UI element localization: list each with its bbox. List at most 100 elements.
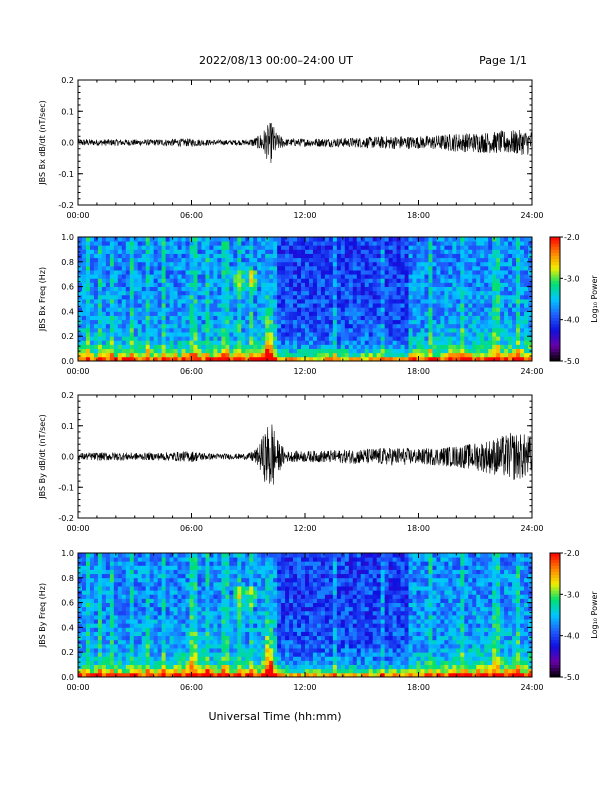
- spectrogram-cell: [102, 258, 106, 263]
- spectrogram-cell: [78, 336, 82, 341]
- spectrogram-cell: [488, 316, 492, 321]
- spectrogram-cell: [118, 258, 122, 263]
- spectrogram-cell: [377, 245, 381, 250]
- spectrogram-cell: [213, 619, 217, 624]
- spectrogram-cell: [118, 311, 122, 316]
- spectrogram-cell: [178, 669, 182, 674]
- spectrogram-cell: [365, 274, 369, 279]
- spectrogram-cell: [126, 636, 130, 641]
- spectrogram-cell: [349, 249, 353, 254]
- spectrogram-cell: [496, 340, 500, 345]
- spectrogram-cell: [289, 245, 293, 250]
- spectrogram-cell: [460, 262, 464, 267]
- spectrogram-cell: [277, 299, 281, 304]
- spectrogram-cell: [186, 353, 190, 358]
- spectrogram-cell: [225, 274, 229, 279]
- spectrogram-cell: [237, 340, 241, 345]
- spectrogram-cell: [106, 603, 110, 608]
- spectrogram-cell: [341, 274, 345, 279]
- spectrogram-cell: [265, 291, 269, 296]
- spectrogram-cell: [118, 332, 122, 337]
- spectrogram-cell: [146, 336, 150, 341]
- spectrogram-cell: [130, 619, 134, 624]
- spectrogram-cell: [329, 282, 333, 287]
- spectrogram-cell: [357, 344, 361, 349]
- spectrogram-cell: [162, 324, 166, 329]
- spectrogram-cell: [82, 603, 86, 608]
- spectrogram-cell: [405, 324, 409, 329]
- spectrogram-cell: [468, 324, 472, 329]
- spectrogram-cell: [361, 316, 365, 321]
- spectrogram-cell: [114, 574, 118, 579]
- spectrogram-cell: [174, 623, 178, 628]
- spectrogram-cell: [297, 266, 301, 271]
- spectrogram-cell: [118, 557, 122, 562]
- spectrogram-cell: [158, 644, 162, 649]
- spectrogram-cell: [488, 254, 492, 259]
- spectrogram-cell: [265, 299, 269, 304]
- spectrogram-cell: [361, 249, 365, 254]
- spectrogram-cell: [389, 241, 393, 246]
- spectrogram-cell: [201, 553, 205, 558]
- spectrogram-cell: [349, 266, 353, 271]
- spectrogram-cell: [405, 295, 409, 300]
- spectrogram-cell: [170, 340, 174, 345]
- spectrogram-cell: [217, 594, 221, 599]
- spectrogram-cell: [237, 349, 241, 354]
- spectrogram-cell: [221, 578, 225, 583]
- spectrogram-cell: [444, 311, 448, 316]
- spectrogram-cell: [305, 299, 309, 304]
- spectrogram-cell: [520, 320, 524, 325]
- spectrogram-cell: [170, 316, 174, 321]
- spectrogram-cell: [225, 656, 229, 661]
- spectrogram-cell: [166, 344, 170, 349]
- spectrogram-cell: [114, 644, 118, 649]
- spectrogram-cell: [277, 287, 281, 292]
- spectrogram-cell: [158, 598, 162, 603]
- spectrogram-cell: [197, 561, 201, 566]
- y-tick-label: 0.4: [61, 307, 74, 316]
- spectrogram-cell: [460, 303, 464, 308]
- spectrogram-cell: [436, 324, 440, 329]
- spectrogram-cell: [146, 598, 150, 603]
- spectrogram-cell: [182, 344, 186, 349]
- spectrogram-cell: [440, 303, 444, 308]
- spectrogram-cell: [162, 590, 166, 595]
- spectrogram-cell: [301, 328, 305, 333]
- spectrogram-cell: [174, 328, 178, 333]
- spectrogram-cell: [142, 311, 146, 316]
- spectrogram-cell: [265, 274, 269, 279]
- spectrogram-cell: [397, 311, 401, 316]
- spectrogram-cell: [345, 307, 349, 312]
- spectrogram-cell: [221, 669, 225, 674]
- spectrogram-cell: [329, 291, 333, 296]
- spectrogram-cell: [393, 282, 397, 287]
- spectrogram-cell: [377, 291, 381, 296]
- spectrogram-cell: [413, 270, 417, 275]
- spectrogram-cell: [126, 307, 130, 312]
- spectrogram-cell: [472, 291, 476, 296]
- spectrogram-cell: [345, 324, 349, 329]
- spectrogram-cell: [186, 570, 190, 575]
- spectrogram-cell: [78, 295, 82, 300]
- spectrogram-cell: [186, 332, 190, 337]
- spectrogram-cell: [193, 565, 197, 570]
- spectrogram-cell: [325, 340, 329, 345]
- spectrogram-cell: [480, 320, 484, 325]
- spectrogram-cell: [508, 307, 512, 312]
- spectrogram-cell: [146, 237, 150, 242]
- spectrogram-cell: [389, 270, 393, 275]
- spectrogram-cell: [440, 353, 444, 358]
- spectrogram-cell: [516, 295, 520, 300]
- spectrogram-cell: [269, 295, 273, 300]
- spectrogram-cell: [205, 332, 209, 337]
- spectrogram-cell: [170, 353, 174, 358]
- spectrogram-cell: [524, 254, 528, 259]
- spectrogram-cell: [86, 274, 90, 279]
- spectrogram-cell: [389, 328, 393, 333]
- spectrogram-cell: [114, 570, 118, 575]
- spectrogram-cell: [197, 328, 201, 333]
- spectrogram-cell: [142, 611, 146, 616]
- spectrogram-cell: [281, 303, 285, 308]
- spectrogram-cell: [253, 336, 257, 341]
